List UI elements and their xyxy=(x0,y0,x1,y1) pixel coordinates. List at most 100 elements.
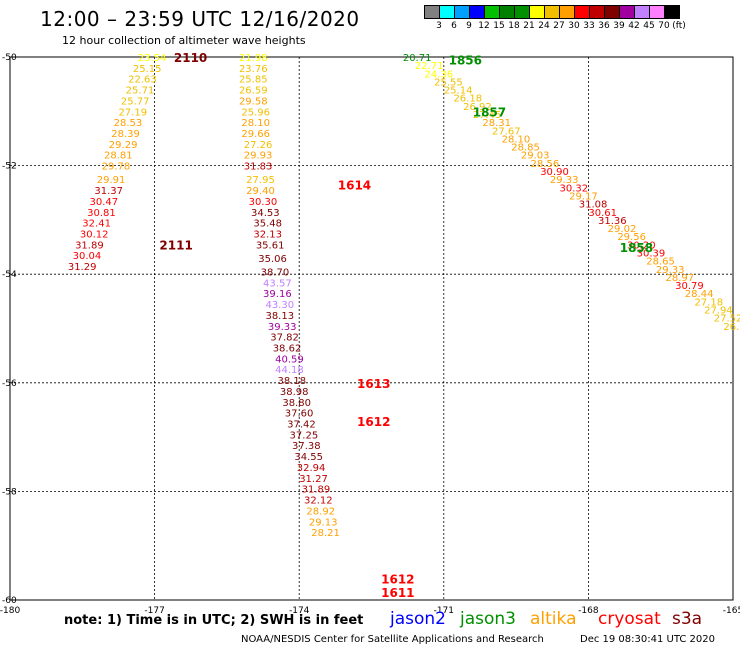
swh-value-s3a: 31.89 xyxy=(75,240,104,251)
swh-value-cryosat: 44.18 xyxy=(275,365,304,376)
swh-value-cryosat: 39.33 xyxy=(268,322,297,333)
footer-note: note: 1) Time is in UTC; 2) SWH is in fe… xyxy=(64,613,364,628)
swh-value-cryosat: 40.59 xyxy=(275,354,304,365)
swh-value-jason3: 27.67 xyxy=(492,126,521,137)
time-label: 2110 xyxy=(174,51,207,65)
colorbar-label: 33 xyxy=(583,21,595,31)
colorbar-label: 39 xyxy=(613,21,625,31)
swh-value-jason3: 28.97 xyxy=(666,273,695,284)
y-tick-label: -52 xyxy=(2,162,17,172)
x-tick-label: -180 xyxy=(0,606,20,616)
colorbar-label: 24 xyxy=(538,21,550,31)
y-tick-label: -54 xyxy=(2,270,17,280)
swh-value-cryosat: 32.12 xyxy=(304,496,333,507)
colorbar-label: 30 xyxy=(568,21,580,31)
swh-value-cryosat: 25.96 xyxy=(241,107,270,118)
swh-value-jason3: 26.92 xyxy=(463,102,492,113)
swh-value-jason3: 28.65 xyxy=(646,257,675,268)
swh-value-cryosat: 29.58 xyxy=(239,96,268,107)
swh-value-cryosat: 31.27 xyxy=(299,474,328,485)
legend-jason2: jason2 xyxy=(390,609,446,629)
swh-value-cryosat: 29.93 xyxy=(244,151,273,162)
swh-value-cryosat: 37.25 xyxy=(290,430,319,441)
swh-value-cryosat: 34.55 xyxy=(294,452,323,463)
swh-value-jason3: 22.71 xyxy=(415,61,444,72)
x-tick-label: -168 xyxy=(578,606,599,616)
time-label: 1612 xyxy=(357,415,390,429)
swh-value-jason3: 30.20 xyxy=(627,240,656,251)
swh-value-jason3: 28.31 xyxy=(482,118,511,129)
swh-value-jason3: 30.90 xyxy=(540,167,569,178)
swh-value-cryosat: 38.13 xyxy=(265,311,294,322)
colorbar-label: 15 xyxy=(493,21,505,31)
time-label: 1612 xyxy=(381,572,414,586)
swh-value-jason3: 27.45 xyxy=(473,110,502,121)
page-title: 12:00 – 23:59 UTC 12/16/2020 xyxy=(40,7,360,31)
swh-value-cryosat: 38.18 xyxy=(278,376,307,387)
swh-value-s3a: 30.47 xyxy=(90,197,119,208)
swh-value-cryosat: 39.16 xyxy=(263,289,292,300)
colorbar-label: 18 xyxy=(508,21,520,31)
swh-value-jason3: 29.17 xyxy=(569,191,598,202)
time-label: 1611 xyxy=(381,586,414,600)
y-tick-label: -60 xyxy=(2,596,17,606)
swh-value-cryosat: 21.98 xyxy=(239,53,268,64)
swh-value-s3a: 29.91 xyxy=(97,175,126,186)
swh-value-cryosat: 37.82 xyxy=(270,333,299,344)
swh-value-s3a: 28.53 xyxy=(114,118,143,129)
swh-value-cryosat: 28.92 xyxy=(306,506,335,517)
swh-value-cryosat: 29.13 xyxy=(309,517,338,528)
colorbar-label: 70 xyxy=(658,21,670,31)
swh-value-s3a: 22.63 xyxy=(128,75,157,86)
swh-value-jason3: 31.36 xyxy=(598,216,627,227)
swh-value-jason3: 28.10 xyxy=(502,134,531,145)
time-label: 2111 xyxy=(159,238,192,252)
x-tick-label: -177 xyxy=(144,606,164,616)
swh-value-jason3: 27.94 xyxy=(704,305,733,316)
swh-value-cryosat: 43.57 xyxy=(263,278,292,289)
swh-value-jason3: 30.39 xyxy=(637,248,666,259)
swh-value-cryosat: 26.59 xyxy=(239,86,268,97)
page-subtitle: 12 hour collection of altimeter wave hei… xyxy=(62,34,306,47)
swh-value-jason3: 29.33 xyxy=(656,265,685,276)
legend-s3a: s3a xyxy=(672,609,703,629)
swh-value-s3a: 27.19 xyxy=(118,107,147,118)
colorbar-label: 42 xyxy=(628,21,640,31)
swh-value-cryosat: 27.95 xyxy=(246,175,275,186)
swh-value-cryosat: 31.83 xyxy=(244,162,273,173)
swh-value-s3a: 25.77 xyxy=(121,96,150,107)
time-label: 1857 xyxy=(473,105,506,119)
colorbar-label: 9 xyxy=(466,21,472,31)
swh-value-s3a: 28.39 xyxy=(111,129,140,140)
colorbar-label: 3 xyxy=(436,21,442,31)
generated-timestamp: Dec 19 08:30:41 UTC 2020 xyxy=(580,634,715,645)
credit-text: NOAA/NESDIS Center for Satellite Applica… xyxy=(241,634,544,645)
swh-value-cryosat: 23.76 xyxy=(239,64,268,75)
swh-value-jason3: 30.32 xyxy=(559,183,588,194)
y-tick-label: -56 xyxy=(2,379,17,389)
swh-value-jason3: 29.56 xyxy=(617,232,646,243)
colorbar-swatch xyxy=(664,5,680,19)
colorbar-legend xyxy=(424,5,680,19)
swh-value-s3a: 23.54 xyxy=(138,53,167,64)
swh-value-jason3: 30.61 xyxy=(588,208,617,219)
swh-value-s3a: 29.29 xyxy=(109,140,138,151)
swh-value-s3a: 31.29 xyxy=(68,262,97,273)
swh-value-cryosat: 28.21 xyxy=(311,528,340,539)
swh-value-cryosat: 31.89 xyxy=(302,485,331,496)
swh-value-cryosat: 29.66 xyxy=(241,129,270,140)
swh-value-cryosat: 34.53 xyxy=(251,208,280,219)
colorbar-label: (ft) xyxy=(672,21,686,31)
plot-frame xyxy=(9,56,734,601)
swh-value-s3a: 30.04 xyxy=(73,251,102,262)
swh-value-s3a: 28.81 xyxy=(104,151,133,162)
swh-value-s3a: 25.71 xyxy=(126,86,155,97)
swh-value-cryosat: 32.94 xyxy=(297,463,326,474)
colorbar-label: 6 xyxy=(451,21,457,31)
time-label: 1613 xyxy=(357,377,390,391)
swh-value-cryosat: 38.80 xyxy=(282,398,311,409)
legend-jason3: jason3 xyxy=(460,609,516,629)
x-tick-label: -171 xyxy=(434,606,454,616)
x-tick-label: -165 xyxy=(723,606,740,616)
swh-value-cryosat: 30.30 xyxy=(249,197,278,208)
